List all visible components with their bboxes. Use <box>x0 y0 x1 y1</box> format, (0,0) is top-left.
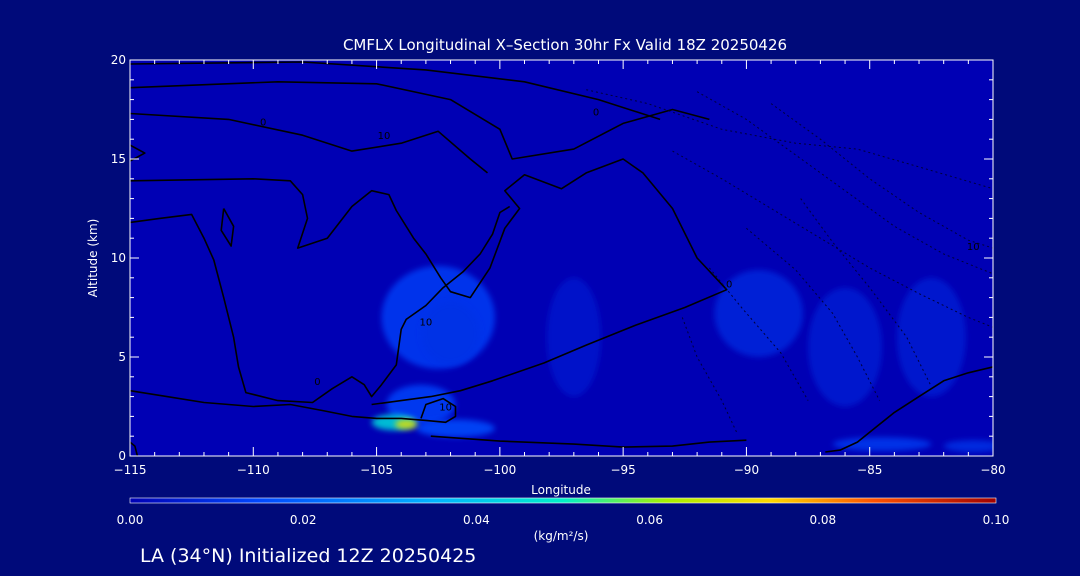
chart-title: CMFLX Longitudinal X–Section 30hr Fx Val… <box>343 36 787 54</box>
plot-area: 10 10 10 0 0 10 0 0 −115 −110 −105 −100 −95 −90 −85 −8… <box>111 53 1006 477</box>
contour-line-6 <box>220 208 235 247</box>
contour-line-0 <box>130 61 661 121</box>
x-tick-label: −85 <box>857 463 882 477</box>
flux-region-8 <box>808 287 883 407</box>
contour-label-1: 10 <box>420 317 433 328</box>
flux-region-3 <box>416 419 495 438</box>
contour-line-10 <box>825 366 993 453</box>
contour-line-12 <box>672 150 993 328</box>
contour-label-2: 10 <box>439 403 452 414</box>
convective-flux-fill <box>371 265 993 453</box>
x-tick-label: −110 <box>237 463 270 477</box>
colorbar-tick-label: 0.10 <box>983 513 1010 527</box>
flux-region-7 <box>714 269 804 357</box>
y-tick-label: 0 <box>118 449 126 463</box>
y-axis-label: Altitude (km) <box>86 219 100 298</box>
colorbar-tick-label: 0.08 <box>809 513 836 527</box>
y-tick-label: 10 <box>111 251 126 265</box>
contour-line-16 <box>800 198 932 387</box>
contour-label-3: 0 <box>593 107 599 118</box>
x-tick-label: −80 <box>980 463 1005 477</box>
contour-line-3 <box>130 144 146 162</box>
contour-line-15 <box>746 227 881 401</box>
contour-labels: 10 10 10 0 0 10 0 0 <box>260 107 980 413</box>
colorbar-tick-label: 0.04 <box>463 513 490 527</box>
flux-region-9 <box>896 277 966 397</box>
y-tick-label: 20 <box>111 53 126 67</box>
flux-region-11 <box>943 440 993 453</box>
flux-region-6 <box>546 277 601 397</box>
contour-label-5: 10 <box>967 242 980 253</box>
contour-line-13 <box>770 103 993 249</box>
x-tick-label: −115 <box>114 463 147 477</box>
x-axis-label: Longitude <box>531 483 591 497</box>
contour-label-7: 0 <box>260 117 266 128</box>
colorbar-tick-label: 0.00 <box>117 513 144 527</box>
flux-region-1 <box>420 301 481 365</box>
colorbar-gradient <box>129 497 997 504</box>
y-tick-label: 15 <box>111 152 126 166</box>
colorbar-ticks: 0.00 0.02 0.04 0.06 0.08 0.10 <box>117 513 1010 527</box>
y-axis-ticks: 0 5 10 15 20 <box>111 53 993 463</box>
colorbar-units: (kg/m²/s) <box>534 529 589 543</box>
x-tick-label: −95 <box>610 463 635 477</box>
contour-line-1 <box>130 81 710 160</box>
contour-line-2 <box>130 112 489 174</box>
contour-line-4 <box>130 158 728 406</box>
contour-label-6: 0 <box>314 377 320 388</box>
contour-line-17 <box>709 267 809 401</box>
x-tick-label: −100 <box>483 463 516 477</box>
flux-region-5 <box>395 419 418 430</box>
contour-lines <box>130 61 993 456</box>
contour-label-0: 10 <box>378 131 391 142</box>
x-axis-ticks: −115 −110 −105 −100 −95 −90 −85 −80 <box>114 60 1006 477</box>
contour-line-8 <box>130 441 139 456</box>
flux-region-10 <box>832 437 932 452</box>
colorbar-tick-label: 0.02 <box>290 513 317 527</box>
y-tick-label: 5 <box>118 350 126 364</box>
x-tick-label: −105 <box>360 463 393 477</box>
x-tick-label: −90 <box>734 463 759 477</box>
contour-line-11 <box>696 91 993 275</box>
colorbar: 0.00 0.02 0.04 0.06 0.08 0.10 (kg/m²/s) <box>117 497 1010 543</box>
contour-line-18 <box>681 317 738 433</box>
contour-line-7 <box>130 389 457 424</box>
contour-line-14 <box>586 89 993 190</box>
colorbar-tick-label: 0.06 <box>636 513 663 527</box>
contour-line-5 <box>130 205 511 404</box>
contour-label-4: 0 <box>726 280 732 291</box>
location-init-text: LA (34°N) Initialized 12Z 20250425 <box>140 545 476 567</box>
